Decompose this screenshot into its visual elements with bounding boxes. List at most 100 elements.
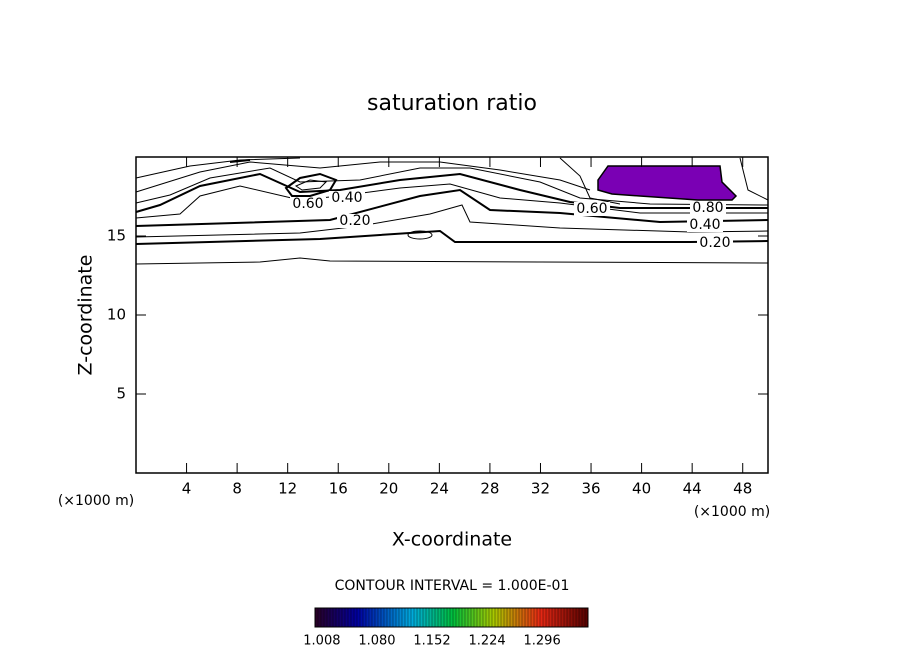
colorbar-stripe bbox=[519, 608, 522, 627]
colorbar-stripe bbox=[429, 608, 432, 627]
x-tick-label: 24 bbox=[430, 480, 449, 498]
x-tick-label: 20 bbox=[379, 480, 398, 498]
contour-line bbox=[284, 172, 338, 197]
contour-line bbox=[407, 230, 433, 240]
contour-label-bg bbox=[697, 236, 733, 250]
colorbar-stripe bbox=[477, 608, 480, 627]
colorbar-stripe bbox=[315, 608, 318, 627]
contour-label-bg bbox=[687, 218, 723, 232]
colorbar-stripe bbox=[423, 608, 426, 627]
colorbar-stripe bbox=[348, 608, 351, 627]
colorbar-stripe bbox=[408, 608, 411, 627]
colorbar-stripe bbox=[384, 608, 387, 627]
colorbar-stripe bbox=[576, 608, 579, 627]
colorbar-stripe bbox=[522, 608, 525, 627]
x-tick-label: 4 bbox=[182, 480, 192, 498]
colorbar-stripe bbox=[474, 608, 477, 627]
colorbar-stripe bbox=[534, 608, 537, 627]
colorbar-stripe bbox=[369, 608, 372, 627]
colorbar-stripe bbox=[354, 608, 357, 627]
x-unit: (×1000 m) bbox=[694, 504, 770, 520]
colorbar-stripe bbox=[495, 608, 498, 627]
colorbar-stripe bbox=[471, 608, 474, 627]
colorbar-stripe bbox=[531, 608, 534, 627]
colorbar-stripe bbox=[387, 608, 390, 627]
colorbar-stripe bbox=[360, 608, 363, 627]
colorbar-stripe bbox=[450, 608, 453, 627]
contour-label: 0.20 bbox=[339, 213, 370, 229]
colorbar-stripe bbox=[390, 608, 393, 627]
colorbar-label: 1.080 bbox=[358, 634, 395, 649]
colorbar-stripe bbox=[378, 608, 381, 627]
contour-label-bg bbox=[337, 214, 373, 228]
colorbar-stripe bbox=[501, 608, 504, 627]
colorbar-stripe bbox=[435, 608, 438, 627]
colorbar-stripe bbox=[462, 608, 465, 627]
colorbar-stripe bbox=[447, 608, 450, 627]
x-tick-label: 40 bbox=[632, 480, 651, 498]
colorbar-stripe bbox=[483, 608, 486, 627]
contour-label: 0.40 bbox=[689, 217, 720, 233]
colorbar-stripe bbox=[381, 608, 384, 627]
contour-label: 0.20 bbox=[699, 235, 730, 251]
colorbar-stripe bbox=[333, 608, 336, 627]
y-tick-label: 5 bbox=[116, 385, 126, 403]
colorbar-stripe bbox=[528, 608, 531, 627]
colorbar-label: 1.008 bbox=[303, 634, 340, 649]
colorbar-stripe bbox=[411, 608, 414, 627]
colorbar-stripe bbox=[564, 608, 567, 627]
colorbar bbox=[314, 608, 588, 627]
colorbar-stripe bbox=[375, 608, 378, 627]
y-tick-label: 10 bbox=[107, 306, 126, 324]
y-axis-label: Z-coordinate bbox=[75, 255, 97, 376]
colorbar-stripe bbox=[504, 608, 507, 627]
colorbar-stripe bbox=[507, 608, 510, 627]
colorbar-stripe bbox=[339, 608, 342, 627]
contour-line bbox=[229, 159, 251, 163]
colorbar-label: 1.296 bbox=[524, 634, 561, 649]
colorbar-stripe bbox=[540, 608, 543, 627]
colorbar-stripe bbox=[366, 608, 369, 627]
colorbar-stripe bbox=[444, 608, 447, 627]
contour-line bbox=[135, 157, 301, 179]
colorbar-stripe bbox=[486, 608, 489, 627]
colorbar-stripe bbox=[552, 608, 555, 627]
x-axis-label: X-coordinate bbox=[392, 529, 512, 551]
colorbar-stripe bbox=[585, 608, 588, 627]
contour-line bbox=[294, 179, 328, 191]
colorbar-stripe bbox=[321, 608, 324, 627]
y-tick-label: 15 bbox=[107, 227, 126, 245]
colorbar-stripe bbox=[513, 608, 516, 627]
colorbar-stripe bbox=[489, 608, 492, 627]
contour-label: 0.80 bbox=[692, 200, 723, 216]
contour-line bbox=[135, 167, 769, 206]
colorbar-stripe bbox=[582, 608, 585, 627]
contour-line bbox=[739, 157, 769, 201]
colorbar-frame bbox=[314, 607, 589, 628]
colorbar-stripe bbox=[558, 608, 561, 627]
colorbar-stripe bbox=[579, 608, 582, 627]
colorbar-stripe bbox=[492, 608, 495, 627]
colorbar-stripe bbox=[330, 608, 333, 627]
colorbar-stripe bbox=[351, 608, 354, 627]
contour-line bbox=[135, 204, 769, 238]
colorbar-stripe bbox=[516, 608, 519, 627]
colorbar-stripe bbox=[405, 608, 408, 627]
colorbar-stripe bbox=[426, 608, 429, 627]
contour-line bbox=[135, 183, 768, 219]
colorbar-label: 1.152 bbox=[413, 634, 450, 649]
chart-title: saturation ratio bbox=[367, 91, 537, 116]
colorbar-stripe bbox=[573, 608, 576, 627]
contour-label: 0.60 bbox=[576, 201, 607, 217]
colorbar-stripe bbox=[324, 608, 327, 627]
colorbar-stripe bbox=[345, 608, 348, 627]
colorbar-stripe bbox=[336, 608, 339, 627]
colorbar-stripe bbox=[561, 608, 564, 627]
contour-interval: CONTOUR INTERVAL = 1.000E-01 bbox=[335, 578, 570, 594]
x-tick-label: 32 bbox=[531, 480, 550, 498]
colorbar-stripe bbox=[399, 608, 402, 627]
contour-label-bg bbox=[574, 202, 610, 216]
contour-label-bg bbox=[290, 197, 326, 211]
colorbar-stripe bbox=[438, 608, 441, 627]
